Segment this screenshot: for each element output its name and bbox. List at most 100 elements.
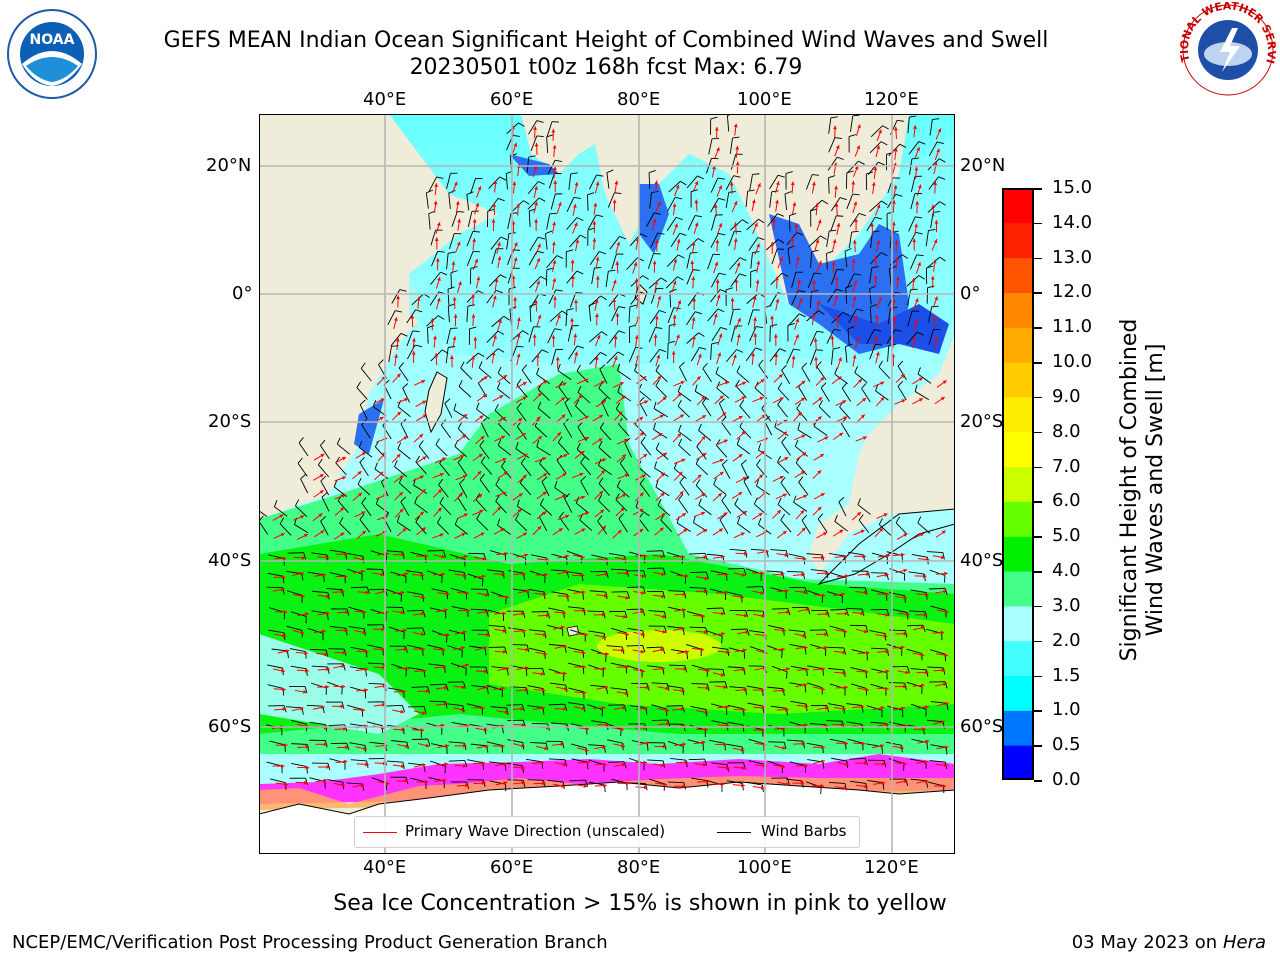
wave-direction-arrow bbox=[853, 529, 865, 536]
wind-barb bbox=[566, 217, 584, 230]
wave-direction-arrow bbox=[691, 241, 696, 254]
wave-direction-arrow bbox=[532, 671, 545, 676]
wave-direction-arrow bbox=[572, 573, 585, 578]
wave-direction-arrow bbox=[497, 595, 510, 599]
wave-direction-arrow bbox=[657, 708, 670, 712]
wave-direction-arrow bbox=[854, 337, 860, 350]
wind-barb bbox=[428, 176, 444, 192]
wind-barb bbox=[826, 250, 834, 270]
wave-direction-arrow bbox=[816, 706, 829, 711]
wave-direction-arrow bbox=[472, 218, 477, 231]
wave-direction-arrow bbox=[492, 744, 505, 749]
colorbar-segment bbox=[1002, 605, 1034, 642]
wind-barb bbox=[827, 703, 845, 714]
wind-barb bbox=[597, 515, 608, 535]
wave-direction-arrow bbox=[717, 705, 730, 709]
wind-barb bbox=[497, 518, 511, 535]
wave-direction-arrow bbox=[553, 180, 558, 193]
wave-direction-arrow bbox=[292, 594, 305, 598]
wind-barb bbox=[834, 367, 848, 384]
wind-barb bbox=[771, 665, 788, 679]
wind-barb bbox=[826, 591, 843, 604]
wind-barb bbox=[357, 477, 371, 496]
wave-direction-arrow bbox=[795, 380, 806, 389]
wind-barb bbox=[587, 704, 603, 717]
wave-direction-arrow bbox=[417, 689, 430, 694]
wind-barb bbox=[848, 134, 856, 153]
wind-barb bbox=[647, 253, 661, 269]
wave-direction-arrow bbox=[930, 275, 935, 288]
wave-direction-arrow bbox=[612, 298, 617, 311]
wave-direction-arrow bbox=[813, 759, 826, 765]
wave-direction-arrow bbox=[275, 610, 288, 614]
wave-direction-arrow bbox=[335, 456, 347, 464]
wave-direction-arrow bbox=[914, 166, 919, 179]
wind-barb bbox=[767, 213, 785, 227]
wind-barb bbox=[427, 325, 435, 344]
wind-barb bbox=[606, 169, 614, 189]
wave-direction-arrow bbox=[654, 239, 659, 252]
wave-direction-arrow bbox=[634, 760, 647, 765]
wind-barb bbox=[320, 515, 329, 536]
wind-barb bbox=[491, 666, 509, 676]
wave-direction-arrow bbox=[394, 354, 398, 367]
wave-direction-arrow bbox=[816, 645, 829, 650]
wave-direction-arrow bbox=[753, 317, 757, 330]
wave-direction-arrow bbox=[655, 492, 665, 502]
wave-direction-arrow bbox=[716, 222, 723, 235]
wave-direction-arrow bbox=[776, 530, 788, 539]
wind-barb bbox=[927, 158, 946, 171]
wave-direction-arrow bbox=[334, 476, 347, 482]
wind-barb bbox=[866, 216, 882, 232]
wave-direction-arrow bbox=[712, 528, 724, 536]
wave-direction-arrow bbox=[295, 780, 308, 785]
wind-barb bbox=[870, 125, 889, 138]
wave-direction-arrow bbox=[612, 529, 622, 539]
wave-direction-arrow bbox=[437, 632, 450, 637]
wind-barb bbox=[745, 347, 763, 362]
wind-barb bbox=[650, 232, 665, 248]
wind-barb bbox=[587, 227, 595, 246]
wind-barb bbox=[569, 234, 587, 248]
colorbar-segment bbox=[1002, 222, 1034, 259]
wind-barb bbox=[668, 323, 677, 342]
wind-barb bbox=[599, 422, 612, 441]
wind-barb bbox=[529, 303, 537, 323]
wave-direction-arrow bbox=[516, 453, 528, 460]
wind-barb bbox=[361, 497, 372, 517]
wind-barb bbox=[337, 494, 349, 514]
wave-direction-arrow bbox=[452, 181, 458, 194]
wave-direction-arrow bbox=[554, 762, 567, 767]
wave-direction-arrow bbox=[675, 512, 687, 521]
wind-barb bbox=[647, 759, 666, 768]
wave-direction-arrow bbox=[791, 355, 796, 368]
wind-barb bbox=[830, 197, 847, 212]
wind-barb bbox=[906, 331, 924, 345]
wind-barb bbox=[528, 326, 541, 343]
wave-direction-arrow bbox=[756, 549, 769, 554]
colorbar-tick-label: 2.0 bbox=[1052, 629, 1081, 651]
wind-barb bbox=[521, 364, 532, 384]
wind-barb bbox=[618, 417, 630, 437]
wave-direction-arrow bbox=[855, 761, 868, 765]
wave-direction-arrow bbox=[597, 525, 607, 535]
x-tick-top: 80°E bbox=[617, 89, 661, 110]
wave-direction-arrow bbox=[814, 356, 819, 369]
wave-direction-arrow bbox=[413, 595, 426, 600]
wave-direction-arrow bbox=[556, 201, 562, 214]
wave-direction-arrow bbox=[794, 434, 806, 441]
wave-direction-arrow bbox=[694, 199, 699, 212]
wind-barb bbox=[520, 457, 532, 477]
wave-direction-arrow bbox=[876, 297, 882, 309]
wind-barb bbox=[496, 381, 511, 399]
wind-barb bbox=[844, 343, 853, 363]
wind-barb bbox=[847, 326, 855, 345]
colorbar-tick-mark bbox=[1034, 292, 1042, 294]
wave-direction-arrow bbox=[617, 595, 630, 600]
wind-barb bbox=[713, 477, 727, 495]
wind-barb bbox=[771, 248, 785, 265]
wind-barb bbox=[402, 383, 411, 403]
map-panel bbox=[259, 114, 955, 854]
wind-barb bbox=[929, 118, 940, 136]
chart-title: GEFS MEAN Indian Ocean Significant Heigh… bbox=[163, 28, 1049, 53]
